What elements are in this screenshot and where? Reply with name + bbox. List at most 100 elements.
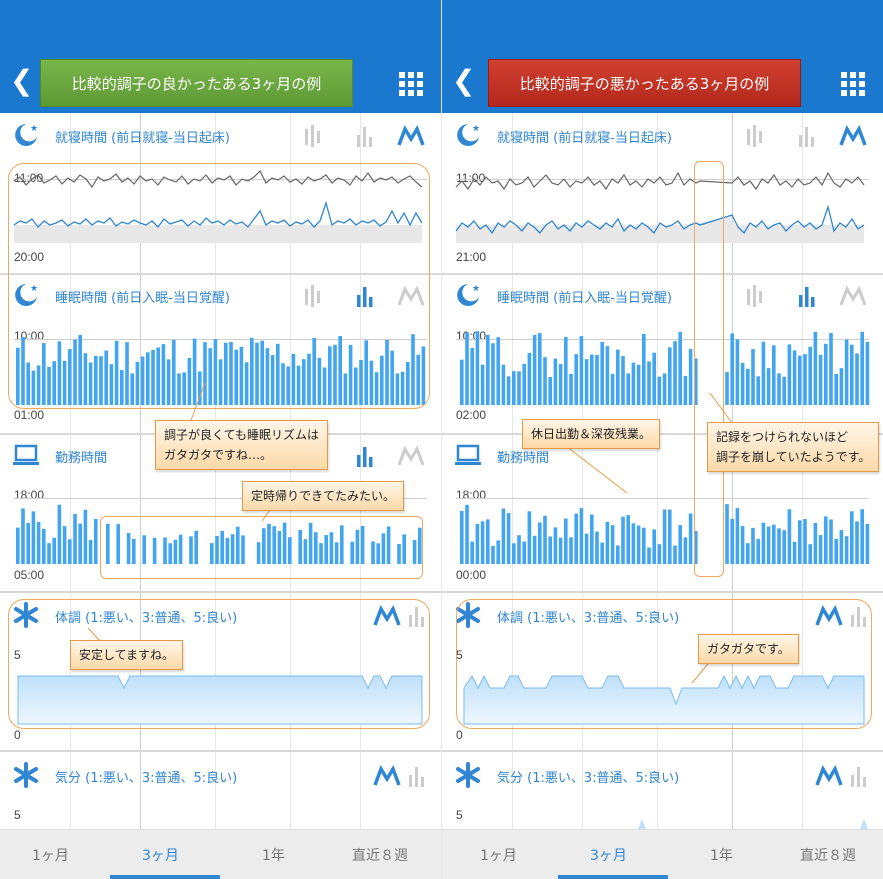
section-work: 勤務時間 — [442, 435, 883, 475]
chart-type-switch[interactable] — [297, 123, 427, 149]
bar — [62, 526, 67, 564]
bar — [792, 350, 797, 405]
bar — [694, 358, 698, 405]
bar — [636, 525, 641, 564]
bar — [803, 519, 807, 564]
bar — [850, 344, 854, 405]
chart-type-switch[interactable] — [297, 283, 427, 309]
tab-1-month[interactable]: 1ヶ月 — [480, 848, 517, 864]
tick-bottom: 01:00 — [14, 408, 45, 422]
back-arrow-icon[interactable]: ❮ — [10, 64, 34, 97]
sleep-bar-chart — [16, 334, 426, 405]
callout-holiday-work: 休日出勤＆深夜残業。 — [522, 419, 661, 449]
bar — [333, 344, 337, 405]
bar — [590, 514, 594, 564]
bar — [626, 373, 630, 405]
bar — [317, 357, 322, 405]
chart-area: ★ 就寝時間 (前日就寝-当日起床) 11:00 21:00 ★ 睡眠時間 (前… — [442, 113, 883, 829]
section-label: 睡眠時間 (前日入眠-当日覚醒) — [55, 291, 230, 306]
chart-type-switch[interactable] — [739, 763, 869, 789]
section-label: 気分 (1:悪い、3:普通、5:良い) — [497, 771, 680, 786]
bar — [735, 339, 740, 405]
bar — [850, 511, 854, 564]
section-bedtime: ★ 就寝時間 (前日就寝-当日起床) — [0, 115, 441, 155]
wake-line — [455, 171, 865, 191]
bar — [161, 344, 166, 405]
bar — [527, 511, 532, 564]
tick-top: 5 — [14, 648, 21, 662]
tick-top: 11:00 — [456, 171, 486, 185]
bar — [574, 354, 578, 405]
tick-bottom: 0 — [14, 728, 21, 742]
tab-3-months[interactable]: 3ヶ月 — [590, 848, 627, 864]
bar — [132, 538, 136, 564]
bar — [543, 357, 547, 405]
bar — [506, 376, 511, 405]
bar — [787, 344, 792, 405]
bar — [307, 353, 311, 405]
bar — [42, 528, 46, 564]
chart-type-switch[interactable] — [739, 123, 869, 149]
bar — [688, 513, 693, 564]
bar — [286, 366, 290, 405]
bar — [62, 360, 67, 405]
section-sleep: ★ 睡眠時間 (前日入眠-当日覚醒) — [0, 275, 441, 315]
highlight-frame — [8, 599, 430, 729]
bar-chart-icon — [851, 607, 866, 627]
bar — [824, 516, 828, 564]
bar — [210, 543, 214, 564]
grid-menu-icon[interactable] — [399, 72, 423, 96]
tab-3-months[interactable]: 3ヶ月 — [142, 848, 179, 864]
bar — [386, 526, 391, 564]
bar — [364, 340, 368, 405]
bar — [610, 373, 615, 405]
bar — [605, 521, 610, 564]
callout-not-recorded: 記録をつけられないほど 調子を崩していたようです。 — [707, 422, 880, 472]
tab-recent-8-weeks[interactable]: 直近８週 — [352, 848, 408, 864]
bar — [584, 359, 589, 405]
section-label: 体調 (1:悪い、3:普通、5:良い) — [55, 611, 238, 626]
bar — [766, 368, 771, 405]
bar — [777, 528, 781, 564]
bar — [348, 344, 353, 405]
highlight-frame — [8, 163, 430, 409]
bar — [376, 543, 380, 564]
section-label: 勤務時間 — [497, 451, 550, 466]
bar — [512, 543, 516, 564]
bar — [564, 518, 568, 564]
active-tab-indicator — [558, 875, 668, 879]
bar — [626, 515, 630, 564]
bar — [120, 370, 124, 405]
bar — [178, 534, 183, 564]
bar — [772, 524, 776, 564]
chart-type-switch[interactable] — [739, 603, 869, 629]
bar — [512, 371, 516, 405]
bar — [78, 335, 82, 405]
tab-1-year[interactable]: 1年 — [710, 848, 733, 864]
bar — [371, 541, 375, 564]
chart-type-switch[interactable] — [297, 443, 427, 469]
tab-recent-8-weeks[interactable]: 直近８週 — [800, 848, 856, 864]
tab-1-year[interactable]: 1年 — [262, 848, 285, 864]
bar — [116, 524, 120, 564]
section-bedtime: ★ 就寝時間 (前日就寝-当日起床) — [442, 115, 883, 155]
bar — [106, 523, 110, 564]
back-arrow-icon[interactable]: ❮ — [452, 64, 476, 97]
bar — [152, 537, 157, 564]
bar — [647, 547, 651, 564]
grid-menu-icon[interactable] — [841, 72, 865, 96]
chart-type-switch[interactable] — [739, 283, 869, 309]
bar — [343, 373, 348, 405]
chart-type-switch[interactable] — [297, 763, 427, 789]
bar — [173, 539, 178, 564]
bar — [52, 537, 56, 564]
chart-type-switch[interactable] — [297, 603, 427, 629]
bar — [543, 515, 547, 564]
bed-line — [13, 200, 423, 228]
bar — [140, 356, 145, 405]
tab-1-month[interactable]: 1ヶ月 — [32, 848, 69, 864]
bar — [574, 513, 578, 564]
bar — [36, 522, 41, 564]
bar — [808, 347, 812, 405]
bar — [465, 332, 469, 405]
